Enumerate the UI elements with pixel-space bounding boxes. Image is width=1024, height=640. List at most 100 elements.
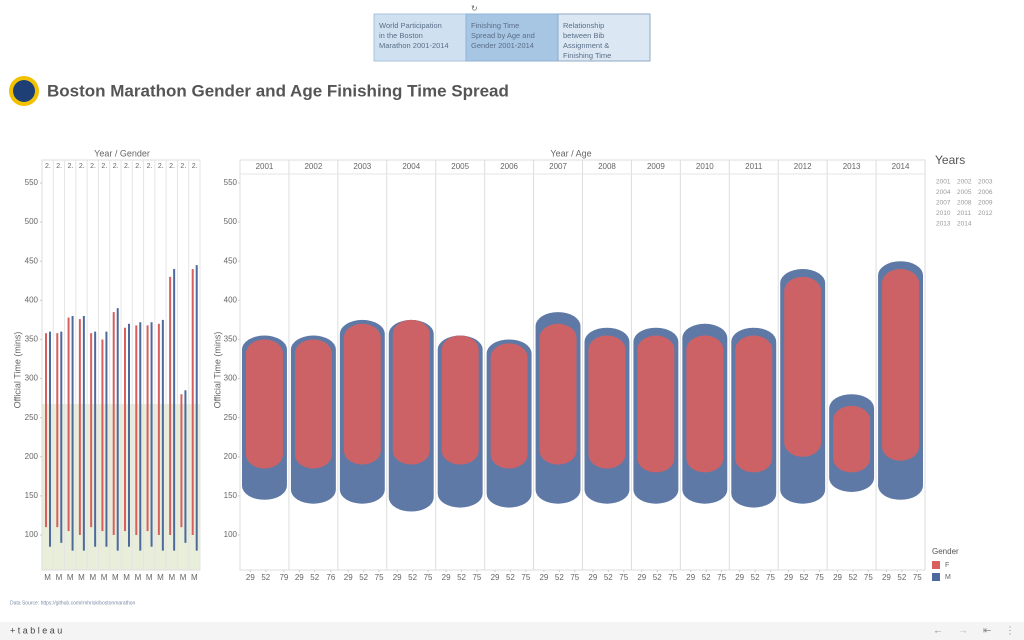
share[interactable]: ⋮ — [1005, 626, 1015, 637]
x-tick-label: 75 — [815, 573, 824, 582]
range-bar — [45, 333, 47, 528]
y-tick-label: 550 — [224, 178, 238, 187]
refresh-icon[interactable]: ↻ — [471, 4, 478, 13]
time-band — [833, 405, 871, 473]
y-axis-title: Official Time (mins) — [212, 332, 222, 409]
y-tick-label: 100 — [224, 530, 238, 539]
tab-label: Finishing Time Spread by Age and Gender 20… — [471, 21, 535, 50]
x-tick-label: 75 — [375, 573, 384, 582]
x-tick-label: 29 — [393, 573, 402, 582]
time-band — [784, 276, 822, 457]
x-tick-label: 29 — [882, 573, 891, 582]
panel-header: 2013 — [843, 162, 861, 171]
range-bar — [112, 312, 115, 535]
legend-item: 2007 — [936, 200, 951, 207]
x-tick-label: M — [101, 573, 108, 582]
y-axis-title: Official Time (mins) — [12, 332, 22, 409]
x-header-label: 2. — [180, 163, 186, 170]
x-tick-label: M — [67, 573, 74, 582]
x-tick-label: 75 — [424, 573, 433, 582]
x-tick-label: 52 — [555, 573, 564, 582]
tab[interactable] — [557, 13, 651, 62]
panel-header: 2009 — [647, 162, 665, 171]
nav-forward[interactable]: → — [958, 626, 968, 637]
legend-item: F — [945, 562, 949, 569]
data-source[interactable]: Data Source: https://github.com/rmhrisk/… — [10, 600, 136, 606]
x-tick-label: 75 — [619, 573, 628, 582]
panel-header: 2004 — [402, 162, 420, 171]
range-bar — [173, 269, 176, 551]
legend-item: 2006 — [978, 189, 993, 196]
x-tick-label: 29 — [637, 573, 646, 582]
tab-label: World Participation in the Boston Marathon… — [379, 21, 449, 50]
range-bar — [78, 319, 81, 535]
tab-label: Relationship between Bib Assignment & Finis… — [563, 21, 611, 60]
range-bar — [146, 325, 149, 532]
nav-first[interactable]: ⇤ — [983, 626, 991, 637]
x-tick-label: 75 — [570, 573, 579, 582]
legend-swatch — [932, 561, 940, 569]
x-header-label: 2. — [68, 163, 74, 170]
range-bar — [94, 331, 97, 547]
x-header-label: 2. — [147, 163, 153, 170]
x-tick-label: 52 — [359, 573, 368, 582]
y-tick-label: 200 — [25, 452, 39, 461]
x-tick-label: 29 — [539, 573, 548, 582]
x-tick-label: 29 — [246, 573, 255, 582]
legend-item: M — [945, 574, 951, 581]
tab[interactable] — [373, 13, 467, 62]
y-tick-label: 250 — [25, 413, 39, 422]
panel-header: 2011 — [745, 162, 763, 171]
range-bar — [67, 317, 70, 532]
x-header-label: 2. — [113, 163, 119, 170]
x-tick-label: M — [78, 573, 85, 582]
footer-logo[interactable]: + t a b l e a u — [10, 625, 62, 635]
x-tick-label: 52 — [506, 573, 515, 582]
y-tick-label: 150 — [224, 491, 238, 500]
x-tick-label: 29 — [295, 573, 304, 582]
x-tick-label: 52 — [702, 573, 711, 582]
x-tick-label: 29 — [735, 573, 744, 582]
range-bar — [180, 394, 183, 528]
range-bar — [60, 331, 63, 543]
time-band — [246, 339, 283, 469]
x-tick-label: 52 — [604, 573, 613, 582]
x-tick-label: 52 — [457, 573, 466, 582]
x-tick-label: 52 — [848, 573, 857, 582]
panel-header: 2014 — [892, 162, 910, 171]
time-band — [588, 335, 626, 469]
range-bar — [71, 315, 74, 551]
x-header-label: 2. — [56, 163, 62, 170]
x-tick-label: 29 — [833, 573, 842, 582]
range-bar — [135, 325, 138, 535]
nav-back[interactable]: ← — [933, 626, 943, 637]
range-bar — [90, 333, 93, 528]
x-tick-label: 79 — [279, 573, 288, 582]
time-band — [294, 339, 332, 469]
time-band — [441, 335, 479, 465]
range-bar — [139, 322, 142, 551]
x-tick-label: 75 — [521, 573, 530, 582]
x-header-label: 2. — [158, 163, 164, 170]
range-bar — [101, 339, 104, 532]
x-tick-label: 75 — [472, 573, 481, 582]
x-header-label: 2. — [169, 163, 175, 170]
time-band — [392, 319, 430, 465]
x-header-label: 2. — [135, 163, 141, 170]
y-tick-label: 250 — [224, 413, 238, 422]
y-tick-label: 300 — [224, 374, 238, 383]
x-tick-label: 75 — [864, 573, 873, 582]
x-tick-label: M — [44, 573, 51, 582]
x-tick-label: M — [157, 573, 164, 582]
y-tick-label: 400 — [25, 295, 39, 304]
y-tick-label: 300 — [25, 374, 39, 383]
x-tick-label: M — [135, 573, 142, 582]
range-bar — [150, 322, 153, 547]
legend-item: 2009 — [978, 200, 993, 207]
range-bar — [56, 333, 59, 528]
time-band — [637, 335, 675, 473]
tab-active[interactable] — [465, 13, 559, 62]
x-header-label: 2. — [101, 163, 107, 170]
legend-item: 2011 — [957, 210, 971, 217]
legend-title: Gender — [932, 547, 959, 556]
